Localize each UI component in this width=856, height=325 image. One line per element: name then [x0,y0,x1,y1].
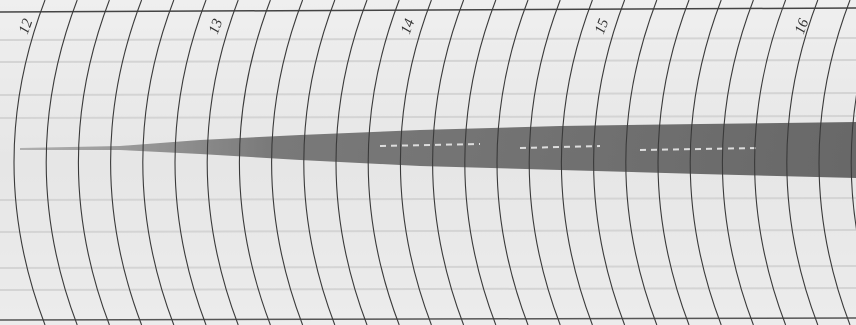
seismogram: 12 13 14 15 16 [0,0,856,325]
page: 12 13 14 15 16 (() => { const data = JSO… [0,0,856,325]
